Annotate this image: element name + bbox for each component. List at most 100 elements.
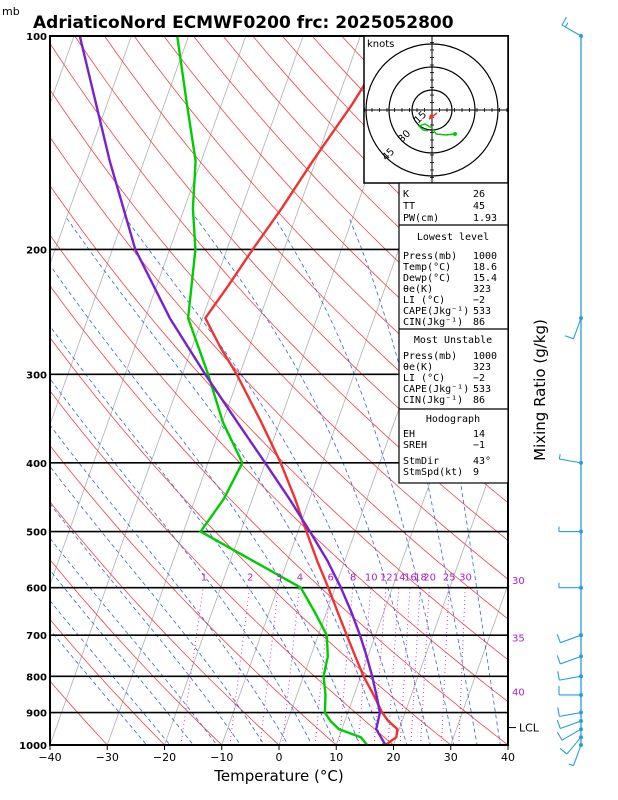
lowest-level-label: Press(mb): [403, 251, 457, 262]
pressure-tick-label: 800: [26, 672, 47, 683]
pressure-tick-label: 900: [26, 709, 47, 720]
most-unstable-value: 323: [473, 362, 491, 373]
dry-adiabat: [163, 36, 508, 396]
k-index-label: K: [403, 189, 409, 200]
wind-barb-column: [556, 16, 583, 767]
moist-adiabat: [50, 465, 265, 745]
storm-motion-arrowhead: [429, 114, 434, 119]
wind-barb: [557, 707, 582, 717]
dry-adiabat: [50, 42, 508, 542]
isotherm-line: [50, 36, 247, 586]
mixing-ratio-line: [410, 587, 421, 745]
theta-e-label: 35: [512, 633, 525, 644]
dry-adiabat: [50, 501, 280, 745]
wind-barb: [556, 728, 582, 741]
mixing-ratio-label: 18: [414, 573, 427, 584]
x-tick-label: 30: [444, 751, 458, 764]
lowest-level-label: CAPE(Jkg⁻¹): [403, 306, 469, 317]
temperature-profile: [204, 36, 399, 745]
lowest-level-value: 86: [473, 317, 485, 328]
lowest-level-value: 15.4: [473, 273, 497, 284]
chart-title: AdriaticoNord ECMWF0200 frc: 2025052800: [33, 13, 454, 33]
pressure-tick-label: 500: [26, 528, 47, 539]
x-tick-label: −40: [38, 751, 61, 764]
most-unstable-label: Press(mb): [403, 351, 457, 362]
indices-panel: K 26 TT 45 PW(cm) 1.93 Lowest level Pres…: [398, 182, 509, 484]
x-tick-label: 10: [329, 751, 343, 764]
mixing-ratio-label: 4: [297, 573, 303, 584]
wind-barb: [556, 719, 582, 730]
dry-adiabat: [193, 36, 508, 361]
mixing-ratio-label: 1: [201, 573, 207, 584]
moist-adiabat: [50, 378, 313, 745]
isotherm-line: [0, 36, 17, 745]
dry-adiabat: [50, 285, 508, 745]
dry-adiabat: [222, 36, 508, 328]
most-unstable-label: CIN(Jkg⁻¹): [403, 395, 463, 406]
storm-motion-label: StmDir: [403, 456, 439, 467]
wind-barb: [558, 685, 581, 696]
storm-motion-value: 43°: [473, 456, 491, 467]
lowest-level-value: 18.6: [473, 262, 497, 273]
theta-e-label: 40: [512, 687, 525, 698]
dry-adiabat: [50, 136, 508, 620]
most-unstable-value: 86: [473, 395, 485, 406]
isotherm-line: [565, 36, 618, 745]
wind-barb: [558, 582, 581, 589]
mixing-ratio-line: [458, 587, 466, 745]
mixing-ratio-label: 6: [327, 573, 333, 584]
wind-barb: [559, 736, 582, 755]
mixing-ratio-label: 8: [350, 573, 356, 584]
moist-adiabat: [50, 599, 171, 745]
moist-adiabat: [50, 325, 337, 745]
lowest-level-value: −2: [473, 295, 485, 306]
lowest-level-title: Lowest level: [417, 232, 489, 243]
pressure-tick-label: 200: [26, 245, 47, 256]
wind-barb: [558, 454, 582, 464]
profile-lines: [78, 36, 399, 745]
moist-adiabat: [65, 216, 384, 745]
wind-barb: [557, 671, 582, 681]
wind-barb: [556, 634, 582, 644]
lowest-level-label: Dewp(°C): [403, 273, 451, 284]
x-tick-label: 0: [276, 751, 283, 764]
most-unstable-value: 1000: [473, 351, 497, 362]
lowest-level-label: Temp(°C): [403, 262, 451, 273]
moist-adiabat: [124, 216, 408, 745]
dry-adiabat: [50, 89, 508, 580]
dewpoint-profile: [176, 36, 369, 745]
temperature-tick-labels: −40 −30 −20 −10 0 10 20 30 40: [38, 745, 515, 764]
hodograph-index-label: SREH: [403, 440, 427, 451]
moist-adiabat: [50, 537, 218, 745]
x-tick-label: 20: [387, 751, 401, 764]
most-unstable-value: 533: [473, 384, 491, 395]
isotherm-line: [450, 583, 508, 745]
x-axis-label: Temperature (°C): [213, 767, 343, 785]
pressure-tick-label: 600: [26, 584, 47, 595]
wind-barb: [568, 744, 582, 767]
x-tick-label: −30: [96, 751, 119, 764]
x-tick-label: 40: [501, 751, 515, 764]
lowest-level-value: 1000: [473, 251, 497, 262]
lowest-level-label: CIN(Jkg⁻¹): [403, 317, 463, 328]
hodograph-start-dot: [453, 132, 457, 136]
mixing-ratio-line: [180, 587, 204, 745]
mixing-ratio-label: 3: [276, 573, 282, 584]
moist-adiabat: [50, 424, 289, 745]
x-tick-label: −10: [210, 751, 233, 764]
mixing-ratio-line: [229, 587, 250, 745]
dry-adiabat: [252, 36, 508, 295]
wind-barb: [556, 655, 582, 665]
isotherm-line: [50, 36, 132, 266]
storm-motion-label: StmSpd(kt): [403, 467, 463, 478]
moist-adiabat: [194, 216, 431, 745]
pressure-tick-label: 1000: [19, 741, 47, 752]
tt-index-label: TT: [403, 201, 415, 212]
lowest-level-label: θe(K): [403, 284, 433, 295]
k-index-value: 26: [473, 189, 485, 200]
mixing-ratio-label: 30: [459, 573, 472, 584]
pressure-tick-labels: 100 200 300 400 500 600 700 800 900 1000: [19, 32, 47, 752]
dry-adiabat: [50, 680, 108, 745]
mixing-ratio-label: 14: [393, 573, 406, 584]
